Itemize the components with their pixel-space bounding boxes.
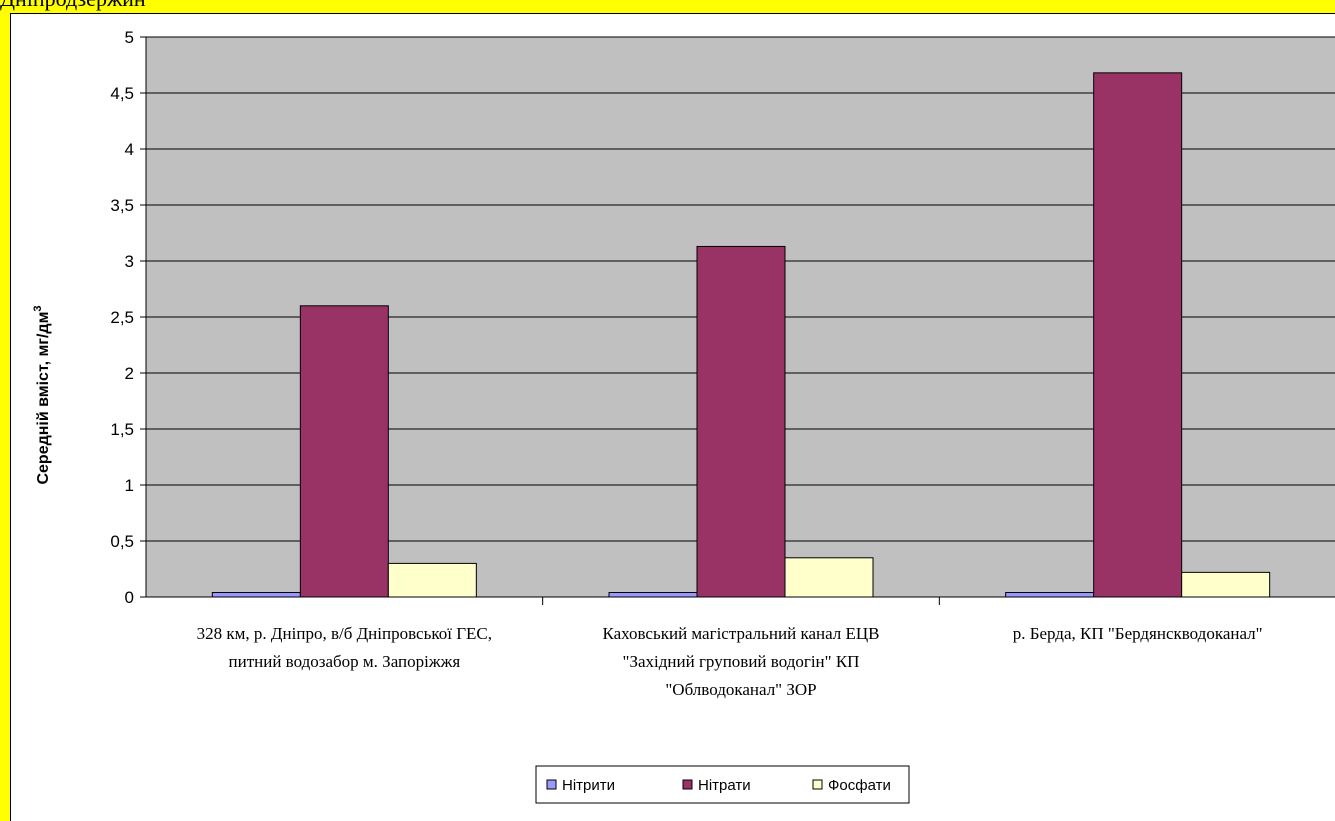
legend-label: Нітрати [698,777,751,794]
bar-Нітрити [211,592,301,598]
legend: Нітрити Нітрати Фосфати [535,765,910,804]
legend-label: Фосфати [828,777,891,794]
axes [140,36,1335,605]
y-tick-label: 4,5 [110,84,134,103]
bar-Фосфати [387,562,477,598]
bar-Фосфати [1181,571,1271,598]
x-category-label: Каховський магістральний канал ЕЦВ [602,624,879,643]
x-category-label: р. Берда, КП "Бердянскводоканал" [1013,624,1263,643]
y-axis-title-text: Середній вміст, мг/дм [35,312,52,485]
bar-Нітрати [696,245,786,598]
legend-swatch [682,779,693,790]
chart-frame: 0 0,5 1 1,5 2 2,5 3 3,5 4 4,5 5 328 км, р. Дніпро,… [10,13,1335,821]
y-tick-label: 0 [125,588,134,607]
bar-Нітрати [1093,72,1183,598]
y-tick-label: 3,5 [110,196,134,215]
x-category-label: питний водозабор м. Запоріжжя [229,652,461,671]
bar-Нітрати [299,305,389,598]
y-tick-label: 5 [125,28,134,47]
legend-box [535,765,910,804]
y-tick-label: 4 [125,140,134,159]
bar-Нітрити [608,592,698,598]
x-category-label: "Західний груповий водогін" КП [623,652,860,671]
x-category-label: "Облводоканал" ЗОР [665,680,816,699]
y-tick-label: 0,5 [110,532,134,551]
y-tick-label: 2,5 [110,308,134,327]
legend-swatch [546,779,557,790]
y-axis-title: Середній вміст, мг/дм3 [32,305,52,484]
y-axis-title-superscript: 3 [32,305,44,311]
x-category-labels: 328 км, р. Дніпро, в/б Дніпровської ГЕС,… [197,624,1263,699]
legend-swatch [812,779,823,790]
y-tick-labels: 0 0,5 1 1,5 2 2,5 3 3,5 4 4,5 5 [110,28,134,607]
y-tick-label: 1,5 [110,420,134,439]
bars [211,72,1271,598]
header-fragment: Дніпродзержин [0,0,146,11]
bar-Фосфати [784,557,874,598]
y-tick-label: 3 [125,252,134,271]
y-tick-label: 2 [125,364,134,383]
legend-label: Нітрити [562,777,615,794]
bar-chart: 0 0,5 1 1,5 2 2,5 3 3,5 4 4,5 5 328 км, р. Дніпро,… [32,28,1335,804]
bar-Нітрити [1005,592,1095,598]
y-tick-label: 1 [125,476,134,495]
x-category-label: 328 км, р. Дніпро, в/б Дніпровської ГЕС, [197,624,492,643]
